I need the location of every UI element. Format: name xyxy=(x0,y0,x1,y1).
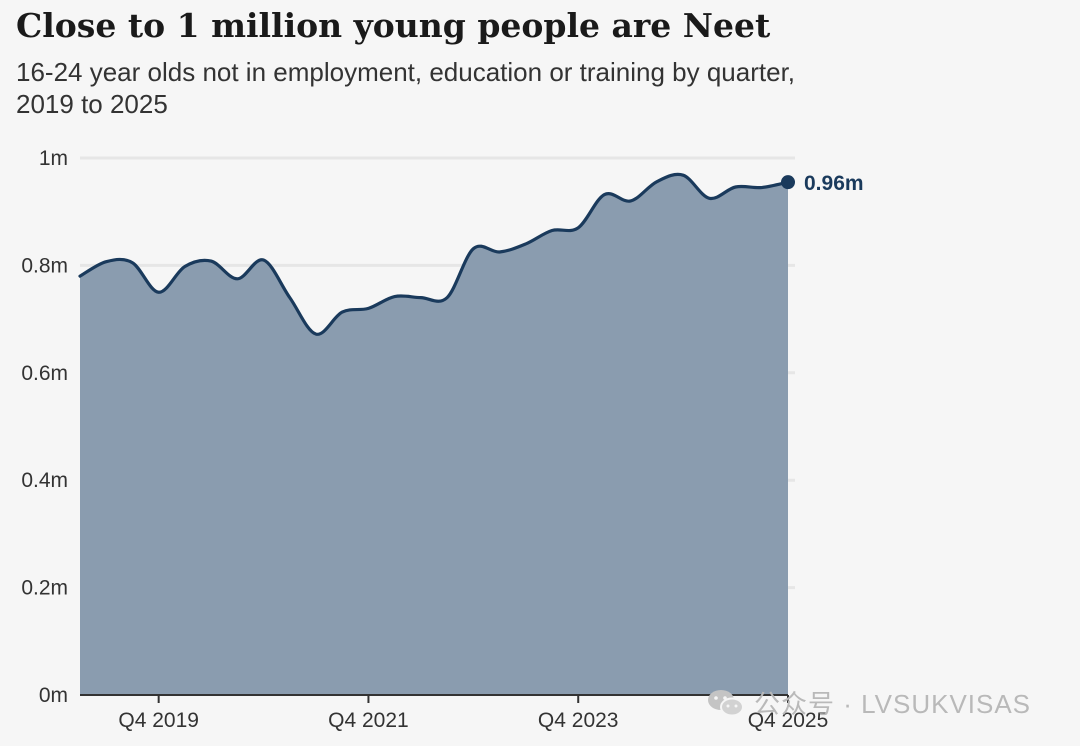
y-tick-label: 0m xyxy=(39,684,68,707)
y-tick-label: 0.6m xyxy=(21,362,68,385)
watermark: 公众号 · LVSUKVISAS xyxy=(706,684,1031,721)
y-tick-label: 0.2m xyxy=(21,577,68,600)
chart-title: Close to 1 million young people are Neet xyxy=(16,6,771,45)
x-tick-label: Q4 2021 xyxy=(328,709,409,732)
series-area xyxy=(78,172,790,695)
axes xyxy=(80,694,789,703)
watermark-text: 公众号 · LVSUKVISAS xyxy=(754,689,1032,719)
series-area-fill xyxy=(80,174,788,695)
y-tick-label: 0.8m xyxy=(21,254,68,277)
end-point-marker xyxy=(781,175,795,190)
wechat-icon xyxy=(706,688,746,718)
x-tick-label: Q4 2023 xyxy=(538,709,619,732)
end-value-label: 0.96m xyxy=(804,172,864,195)
y-tick-label: 1m xyxy=(39,147,68,170)
x-tick-label: Q4 2025 xyxy=(748,709,829,732)
labels: 0m 0.2m 0.4m 0.6m 0.8m 1m Q4 2019 Q4 2021 Q4 202… xyxy=(21,147,863,732)
x-tick-label: Q4 2019 xyxy=(118,709,199,732)
chart-subtitle: 16-24 year olds not in employment, educa… xyxy=(16,57,796,119)
series-line xyxy=(78,172,790,336)
y-tick-label: 0.4m xyxy=(21,469,68,492)
